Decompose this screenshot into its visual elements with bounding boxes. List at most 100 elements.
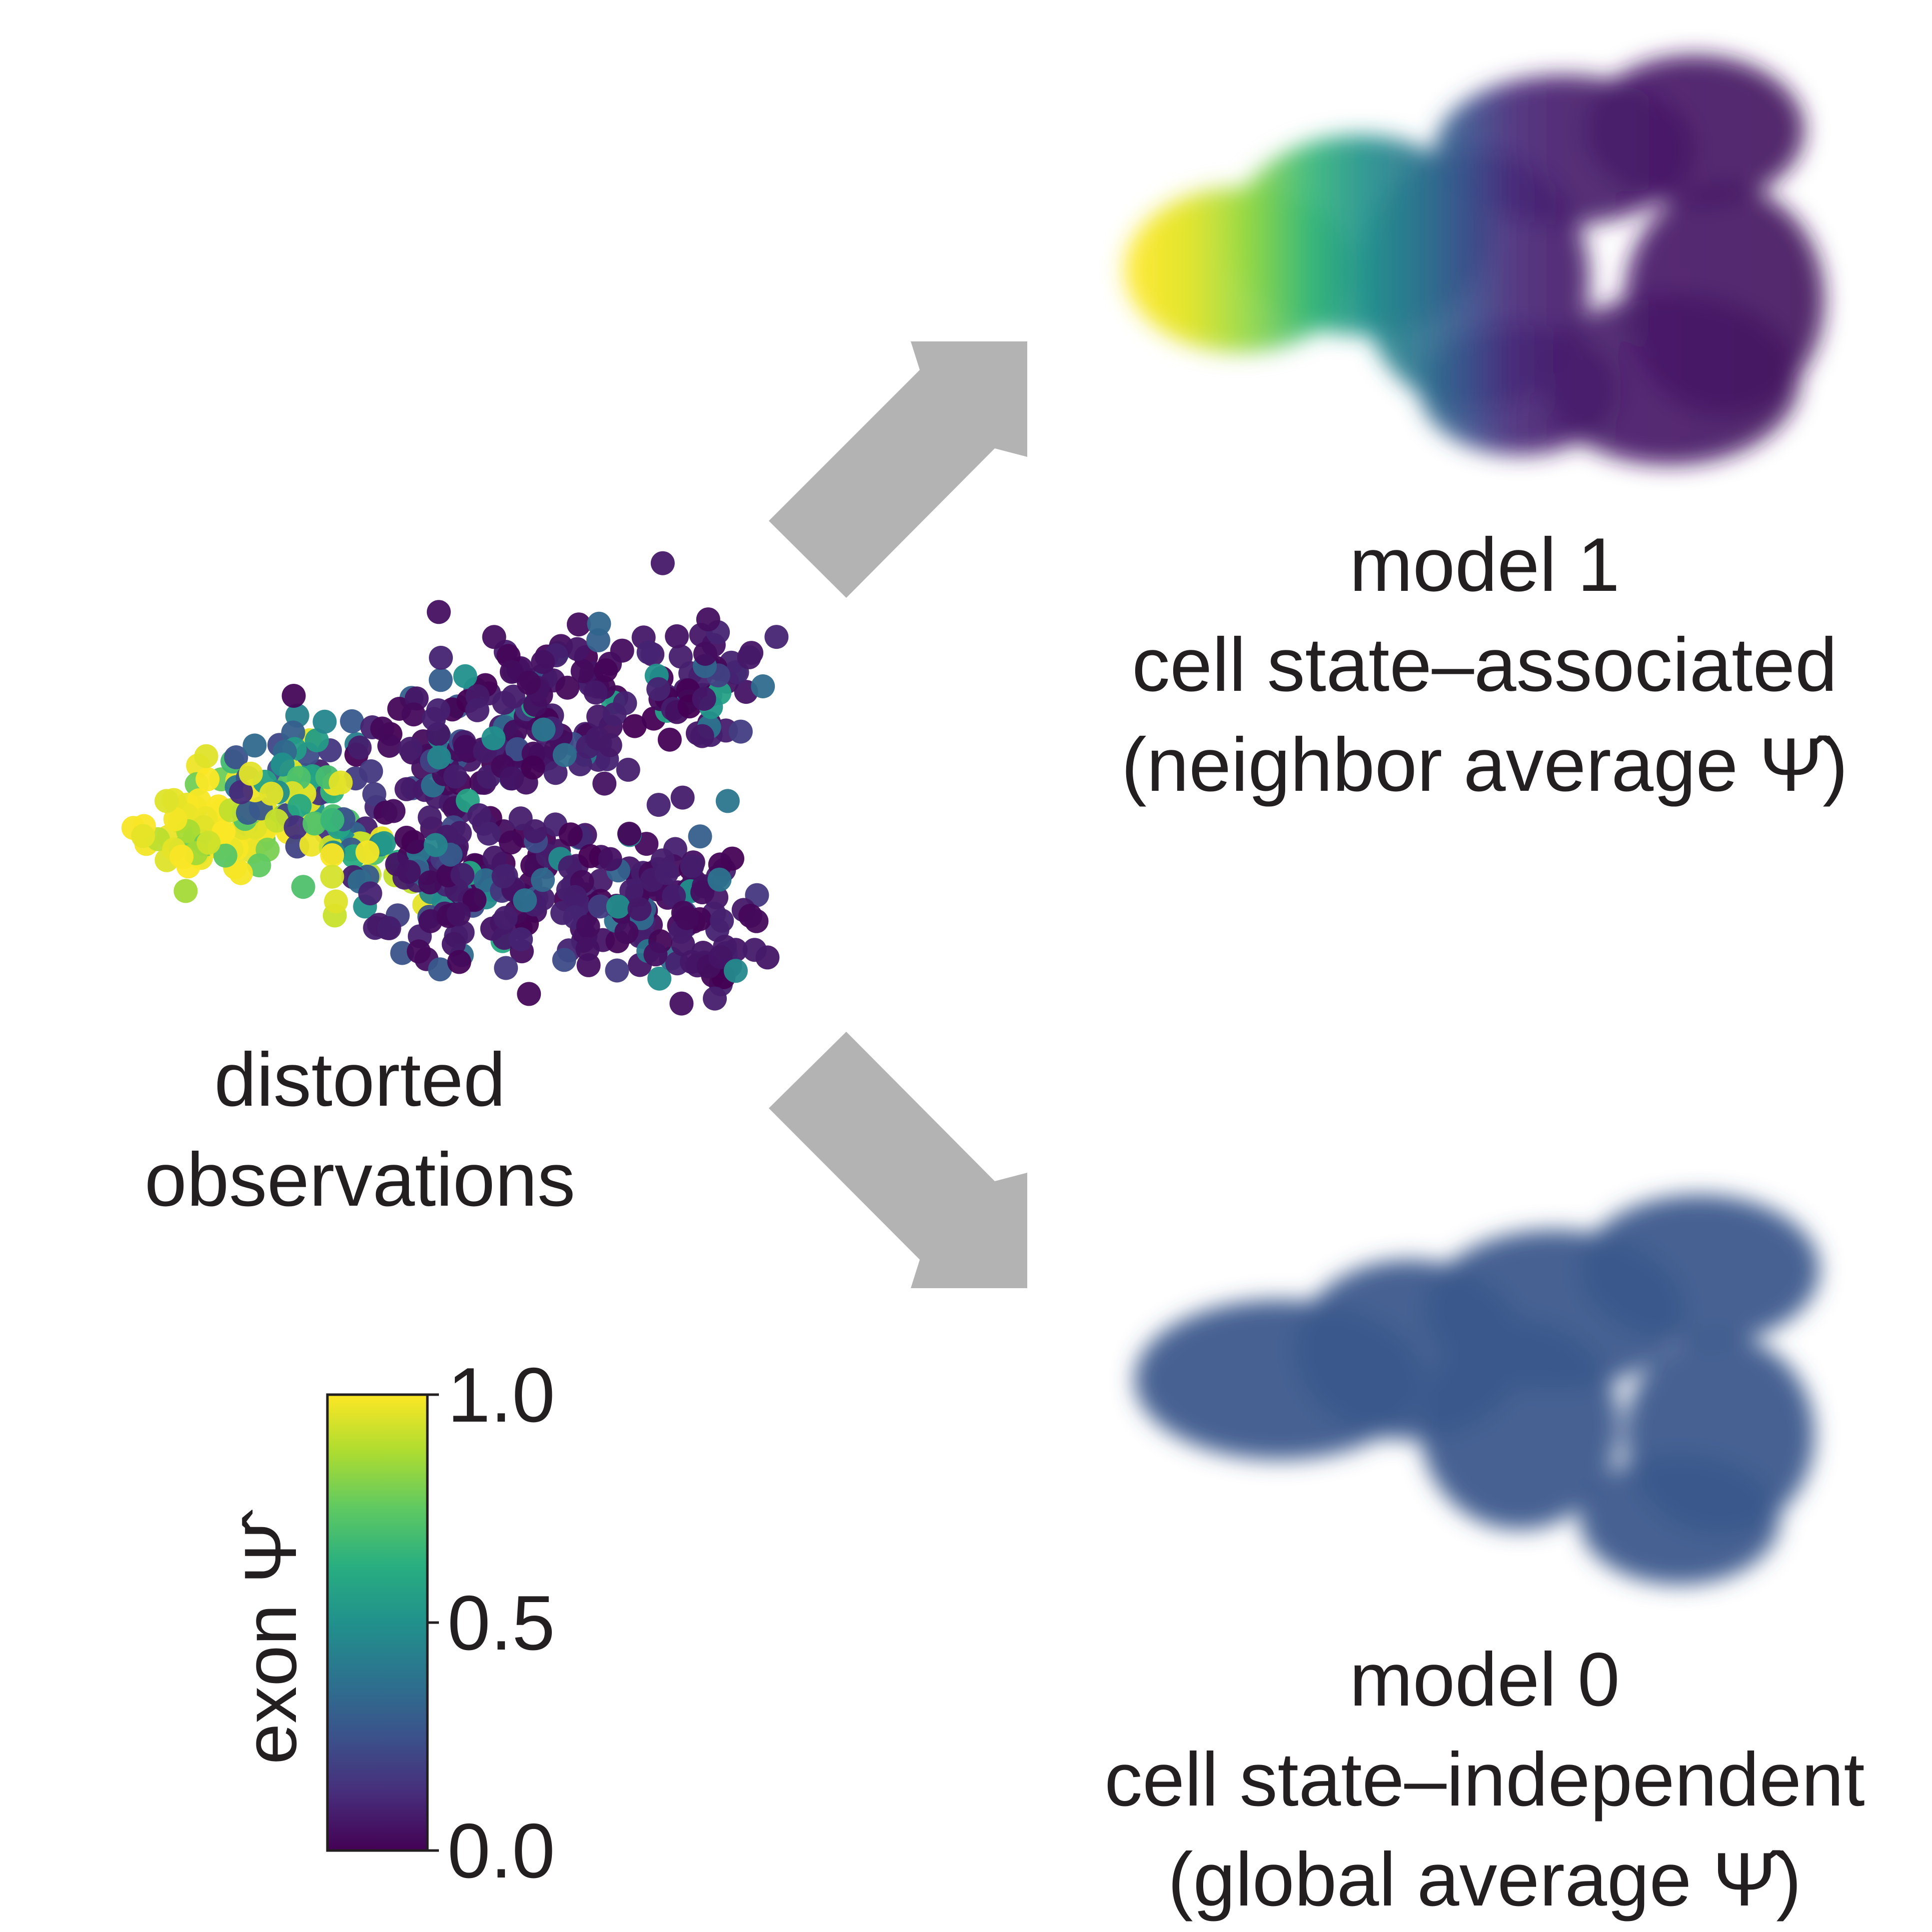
observation-point [453,735,477,759]
observation-point [453,664,477,688]
model0-label-line2: cell state–independent [1104,1737,1865,1822]
observation-point [428,668,453,692]
observation-point [418,870,442,895]
observation-point [654,861,679,885]
model0-label-line1: model 0 [1349,1637,1620,1722]
observation-point [594,658,618,682]
observation-point [570,659,595,683]
observation-point [447,950,471,974]
observation-point [359,759,383,783]
arrow-to-model1 [769,341,1027,598]
observation-point [377,916,401,940]
observation-point [401,830,425,854]
observation-point [563,885,587,909]
model1-cloud [1125,55,1825,465]
observation-point [422,707,446,731]
observation-point [646,793,671,817]
observation-point [312,709,337,734]
observation-point [643,942,668,967]
observation-point [283,815,308,839]
observation-point [690,724,714,748]
model1-label-line2: cell state–associated [1132,622,1838,707]
observation-point [347,735,372,760]
observation-point [213,843,237,868]
observation-point [622,714,647,738]
observation-point [394,777,419,801]
observation-point [429,645,453,670]
observation-point [606,894,630,919]
model0-label-line3: (global average Ψ̂) [1168,1837,1802,1922]
observation-point [708,945,733,969]
observation-point [513,888,537,913]
observation-point [270,752,295,777]
observation-point [401,702,426,727]
observation-point [680,854,704,878]
observation-point [521,755,545,780]
observation-point [462,888,487,912]
observation-point [242,733,267,758]
observation-point [578,844,602,868]
observation-point [751,674,775,698]
observation-point [555,675,580,700]
observation-point [703,986,727,1011]
observation-point [552,948,576,972]
observation-point [491,864,516,889]
observation-point [417,805,442,830]
model1-label-line3: (neighbor average Ψ̂) [1121,722,1848,807]
observation-point [647,966,672,991]
observation-point [398,737,422,761]
observation-point [665,624,689,648]
observation-point [320,843,344,867]
observation-point [670,785,695,810]
colorbar-title: exon Ψ̂ [229,1522,312,1765]
observation-point [493,906,518,930]
arrow-to-model0 [769,1032,1027,1288]
colorbar [326,1393,439,1852]
observation-point [481,726,506,750]
observation-point [619,879,644,903]
observation-point [613,691,637,715]
observation-point [247,853,271,878]
observation-point [196,830,221,855]
observation-point [492,691,516,715]
observation-point [587,611,611,636]
observation-point [744,909,769,933]
observation-point [194,744,218,768]
observation-point [446,902,471,926]
colorbar-tick-label-mid: 0.5 [447,1580,555,1666]
observations-label-line1: distorted [214,1037,506,1122]
observation-point [517,982,541,1006]
observation-point [576,914,600,939]
observation-point [690,880,715,905]
observation-point [340,709,364,733]
observation-point [592,771,617,796]
observation-point [669,991,694,1016]
observation-point [465,698,489,722]
colorbar-tick-label-min: 0.0 [447,1808,555,1894]
observation-point [588,894,612,919]
arrow-up-right [769,341,1027,598]
observation-point [575,937,600,961]
observation-point [224,745,248,769]
observations-label: distorted observations [115,1030,605,1230]
observation-scatter [121,551,789,1016]
observations-label-line2: observations [144,1137,575,1222]
observation-point [710,908,734,933]
observation-point [614,920,639,944]
observation-point [509,927,533,951]
observation-point [543,761,568,785]
observation-point [692,687,716,711]
observation-point [531,717,556,742]
observation-point [229,780,253,804]
model1-label: model 1 cell state–associated (neighbor … [1050,515,1920,815]
observation-point [499,660,524,684]
observation-point [715,789,740,813]
observation-point [494,956,518,980]
observation-point [259,781,283,806]
observation-point [428,957,452,982]
colorbar-tick-label-max: 1.0 [447,1352,555,1438]
model0-label: model 0 cell state–independent (global a… [1050,1630,1920,1930]
observation-point [674,906,699,930]
observation-point [764,625,789,649]
